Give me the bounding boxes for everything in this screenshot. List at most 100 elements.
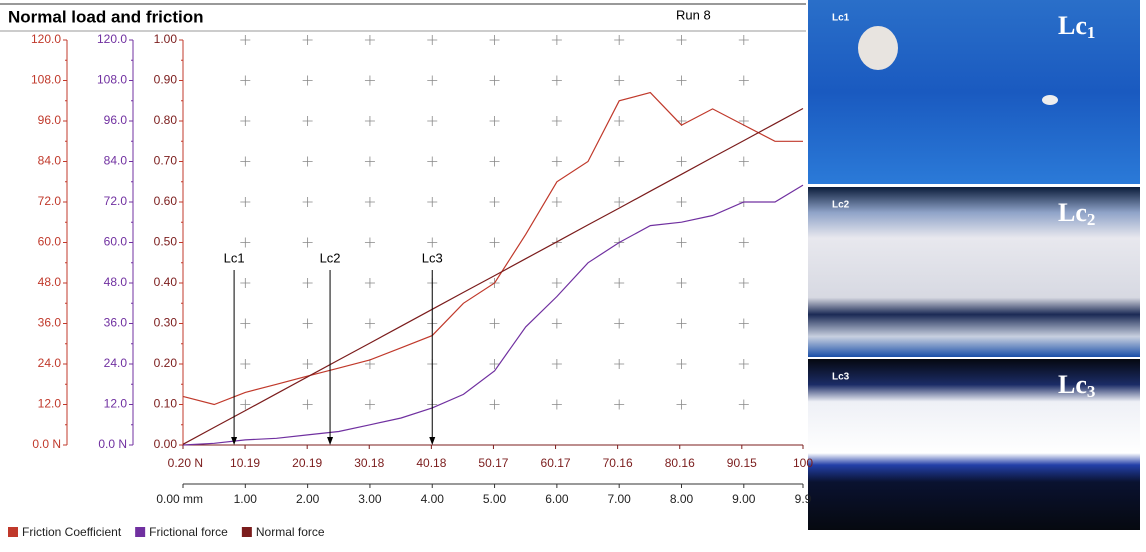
grid-plus — [738, 156, 749, 167]
y-tick-label: 96.0 — [38, 113, 62, 127]
grid-plus — [302, 237, 313, 248]
micrograph — [808, 359, 1140, 530]
legend-swatch — [241, 527, 252, 537]
x-tick-label: 8.00 — [670, 492, 694, 506]
label-sub: 2 — [1087, 210, 1096, 229]
defect — [858, 26, 898, 70]
grid-plus — [302, 399, 313, 410]
x-tick-label: 3.00 — [358, 492, 382, 506]
grid-plus — [676, 75, 687, 86]
y-tick-label: 0.90 — [154, 73, 178, 87]
grid-plus — [676, 359, 687, 369]
y-tick-label: 108.0 — [31, 73, 61, 87]
grid-plus — [240, 278, 251, 288]
x-tick-label: 2.00 — [296, 492, 320, 506]
y-tick-label: 0.60 — [154, 194, 178, 208]
legend-label: Frictional force — [149, 525, 228, 539]
grid-plus — [551, 156, 562, 167]
y-tick-label: 0.40 — [154, 275, 178, 289]
grid-plus — [427, 35, 438, 45]
y-tick-label: 36.0 — [104, 316, 128, 330]
grid-plus — [551, 237, 562, 248]
arrow-head — [231, 437, 238, 445]
grid-plus — [302, 75, 313, 86]
x2-tick-label: 20.19 — [292, 456, 322, 470]
grid-plus — [738, 318, 749, 329]
grid-plus — [240, 156, 251, 167]
grid-plus — [364, 75, 375, 86]
label-sub: 3 — [1087, 382, 1096, 401]
grid-plus — [614, 399, 625, 410]
grid-plus — [551, 75, 562, 86]
grid-plus — [427, 197, 438, 207]
grid-plus — [302, 35, 313, 45]
grid-plus — [551, 197, 562, 207]
grid-plus — [551, 399, 562, 410]
y-tick-label: 24.0 — [38, 356, 62, 370]
y-tick-label: 72.0 — [38, 194, 62, 208]
grid-plus — [738, 35, 749, 45]
x2-tick-label: 90.15 — [727, 456, 757, 470]
y-tick-label: 108.0 — [97, 73, 127, 87]
y-tick-label: 24.0 — [104, 356, 128, 370]
grid-plus — [427, 237, 438, 248]
y-tick-label: 84.0 — [38, 154, 62, 168]
image-tag: Lc1 — [832, 13, 850, 24]
grid-plus — [489, 359, 500, 369]
label-main: Lc — [1058, 11, 1087, 40]
grid-plus — [614, 359, 625, 369]
grid-plus — [738, 359, 749, 369]
legend-label: Normal force — [256, 525, 325, 539]
grid-plus — [427, 156, 438, 167]
arrow-head — [327, 437, 334, 445]
grid-plus — [240, 116, 251, 126]
y-tick-label: 96.0 — [104, 113, 128, 127]
x2-tick-label: 30.18 — [354, 456, 384, 470]
grid-plus — [364, 278, 375, 288]
x2-tick-label: 100 — [793, 456, 813, 470]
label-sub: 1 — [1087, 23, 1096, 42]
series-line — [182, 184, 804, 446]
grid-plus — [551, 318, 562, 329]
label-main: Lc — [1058, 198, 1087, 227]
grid-plus — [364, 318, 375, 329]
legend-swatch — [8, 527, 18, 537]
y-tick-label: 0.30 — [154, 316, 178, 330]
defect — [1042, 95, 1058, 105]
grid-plus — [302, 116, 313, 126]
micrograph — [808, 187, 1140, 357]
annotation-label: Lc1 — [224, 250, 245, 265]
y-tick-label: 0.20 — [154, 356, 178, 370]
x-tick-label: 9.9 — [795, 492, 812, 506]
grid-plus — [676, 399, 687, 410]
grid-plus — [551, 359, 562, 369]
grid-plus — [427, 116, 438, 126]
grid-plus — [240, 399, 251, 410]
grid-plus — [364, 359, 375, 369]
x2-tick-label: 50.17 — [478, 456, 508, 470]
grid-plus — [240, 237, 251, 248]
series-line — [182, 107, 804, 445]
grid-plus — [240, 318, 251, 329]
grid-plus — [738, 237, 749, 248]
micrograph — [808, 0, 1140, 184]
y-tick-label: 48.0 — [38, 275, 62, 289]
grid-plus — [302, 156, 313, 167]
x-tick-label: 4.00 — [421, 492, 445, 506]
grid-plus — [676, 156, 687, 167]
annotation-label: Lc2 — [320, 250, 341, 265]
grid-plus — [240, 75, 251, 86]
arrow-head — [429, 437, 436, 445]
y-tick-label: 0.0 N — [98, 437, 127, 451]
grid-plus — [240, 35, 251, 45]
grid-plus — [489, 75, 500, 86]
y-tick-label: 60.0 — [104, 235, 128, 249]
chart-title: Normal load and friction — [8, 7, 204, 26]
grid-plus — [489, 237, 500, 248]
grid-plus — [489, 197, 500, 207]
annotation-label: Lc3 — [422, 250, 443, 265]
grid-plus — [614, 318, 625, 329]
grid-plus — [551, 116, 562, 126]
grid-plus — [738, 116, 749, 126]
legend-swatch — [135, 527, 146, 537]
